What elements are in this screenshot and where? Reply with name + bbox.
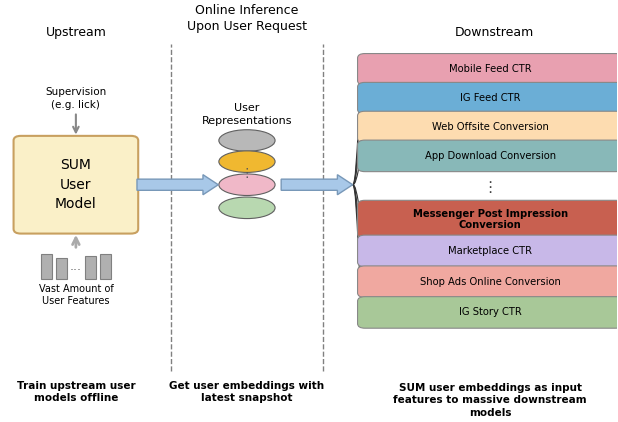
Text: Train upstream user
models offline: Train upstream user models offline	[17, 381, 135, 403]
Text: Web Offsite Conversion: Web Offsite Conversion	[432, 122, 549, 132]
Text: ...: ...	[70, 260, 82, 273]
Text: Mobile Feed CTR: Mobile Feed CTR	[449, 64, 531, 74]
Ellipse shape	[219, 151, 275, 173]
Text: Messenger Post Impression
Conversion: Messenger Post Impression Conversion	[413, 208, 568, 230]
FancyBboxPatch shape	[358, 82, 618, 114]
Text: Marketplace CTR: Marketplace CTR	[448, 246, 532, 256]
FancyBboxPatch shape	[358, 200, 618, 238]
Ellipse shape	[219, 130, 275, 151]
Text: Supervision
(e.g. lick): Supervision (e.g. lick)	[45, 87, 106, 110]
FancyBboxPatch shape	[14, 136, 138, 233]
FancyBboxPatch shape	[358, 111, 618, 143]
Ellipse shape	[224, 141, 275, 147]
Ellipse shape	[224, 208, 275, 215]
Text: IG Feed CTR: IG Feed CTR	[460, 93, 520, 103]
Text: App Download Conversion: App Download Conversion	[425, 151, 556, 161]
Bar	[85, 256, 96, 279]
Text: ⋮: ⋮	[241, 167, 253, 180]
Text: Downstream: Downstream	[455, 26, 534, 38]
Ellipse shape	[224, 185, 275, 192]
FancyBboxPatch shape	[358, 266, 618, 298]
Text: Online Inference
Upon User Request: Online Inference Upon User Request	[187, 4, 307, 33]
Ellipse shape	[224, 162, 275, 168]
Bar	[99, 254, 111, 279]
Text: ⋮: ⋮	[483, 180, 497, 195]
FancyBboxPatch shape	[358, 235, 618, 267]
Bar	[41, 254, 52, 279]
Bar	[56, 258, 67, 279]
Text: SUM user embeddings as input
features to massive downstream
models: SUM user embeddings as input features to…	[393, 383, 587, 418]
Ellipse shape	[219, 197, 275, 219]
Text: Vast Amount of
User Features: Vast Amount of User Features	[38, 284, 113, 306]
Text: Shop Ads Online Conversion: Shop Ads Online Conversion	[420, 277, 561, 287]
FancyBboxPatch shape	[358, 297, 618, 328]
Text: SUM
User
Model: SUM User Model	[55, 158, 97, 211]
Ellipse shape	[219, 174, 275, 195]
Polygon shape	[281, 175, 353, 195]
FancyBboxPatch shape	[358, 140, 618, 172]
Text: IG Story CTR: IG Story CTR	[459, 308, 522, 317]
Text: Get user embeddings with
latest snapshot: Get user embeddings with latest snapshot	[169, 381, 324, 403]
FancyBboxPatch shape	[358, 54, 618, 85]
Text: Upstream: Upstream	[46, 26, 106, 38]
Text: User
Representations: User Representations	[201, 103, 292, 126]
Polygon shape	[137, 175, 218, 195]
